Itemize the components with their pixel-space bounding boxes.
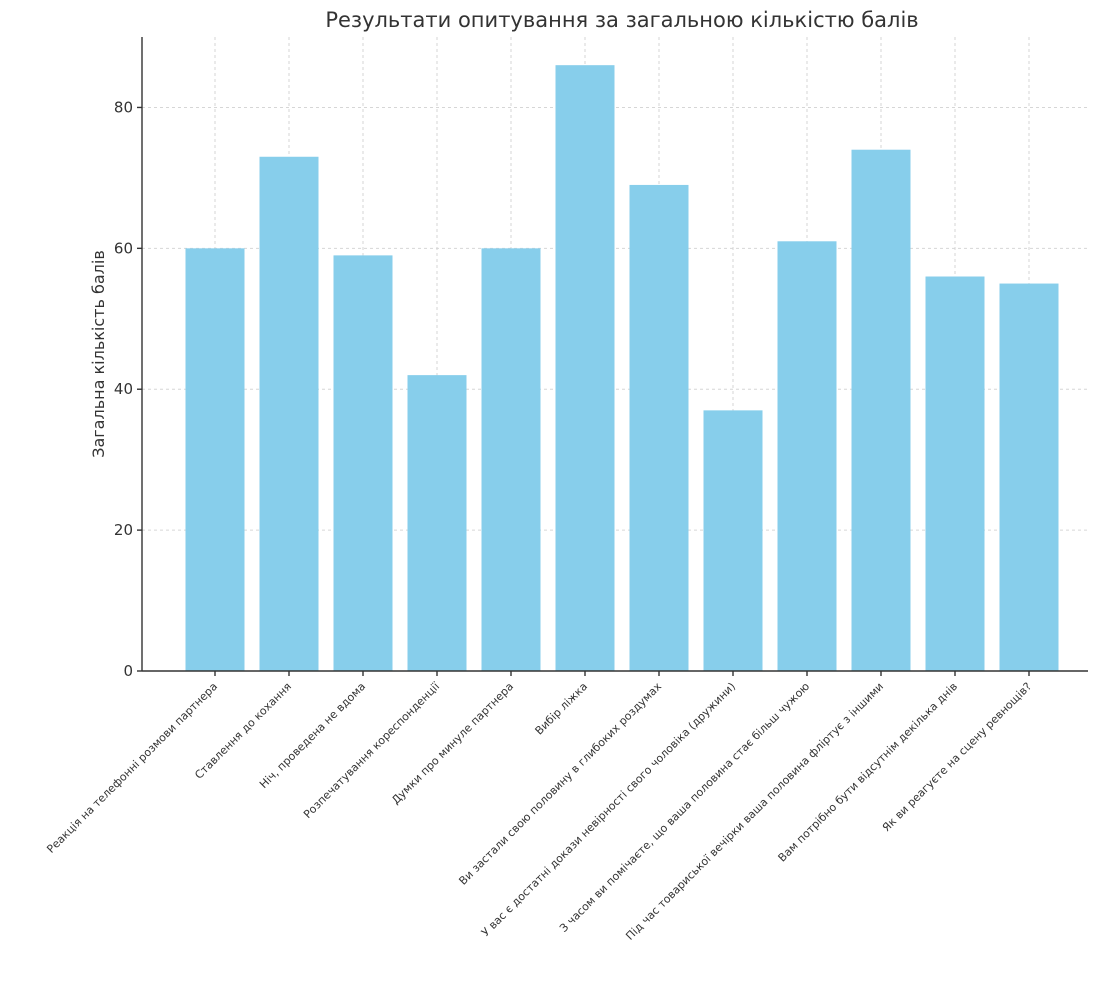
- x-tick-label: Як ви реагуєте на сцену ревнощів?: [880, 680, 1034, 834]
- x-tick-label: У вас є достатні докази невірності свого…: [479, 680, 738, 939]
- y-tick-label: 0: [123, 662, 133, 680]
- y-tick-label: 60: [114, 239, 133, 257]
- bar: [999, 283, 1059, 671]
- x-tick-label: Думки про минуле партнера: [389, 680, 516, 807]
- bar: [407, 375, 467, 671]
- y-axis-label: Загальна кількість балів: [89, 250, 108, 458]
- bar: [925, 276, 985, 671]
- bar: [555, 65, 615, 671]
- y-tick-label: 20: [114, 521, 133, 539]
- bar: [333, 255, 393, 671]
- y-tick-label: 80: [114, 98, 133, 116]
- axes: [141, 37, 1088, 672]
- bar: [777, 241, 837, 672]
- y-ticks: 0 20 40 60 80: [114, 98, 142, 680]
- x-ticks: Реакція на телефонні розмови партнераСта…: [44, 671, 1034, 943]
- bar: [185, 248, 245, 672]
- bar: [629, 184, 689, 671]
- x-tick-label: Реакція на телефонні розмови партнера: [44, 680, 220, 856]
- bar: [259, 156, 319, 671]
- bar: [481, 248, 541, 672]
- chart-title: Результати опитування за загальною кільк…: [325, 8, 918, 32]
- bar: [851, 149, 911, 671]
- bar: [703, 410, 763, 671]
- x-tick-label: З часом ви помічаєте, що ваша половина с…: [557, 680, 812, 935]
- x-tick-label: Розпечатування кореспонденції: [301, 679, 443, 821]
- x-tick-label: Вибір ліжка: [533, 680, 591, 738]
- y-tick-label: 40: [114, 380, 133, 398]
- x-tick-label: Під час товариської вечірки ваша половин…: [623, 680, 886, 943]
- bars: [185, 65, 1059, 672]
